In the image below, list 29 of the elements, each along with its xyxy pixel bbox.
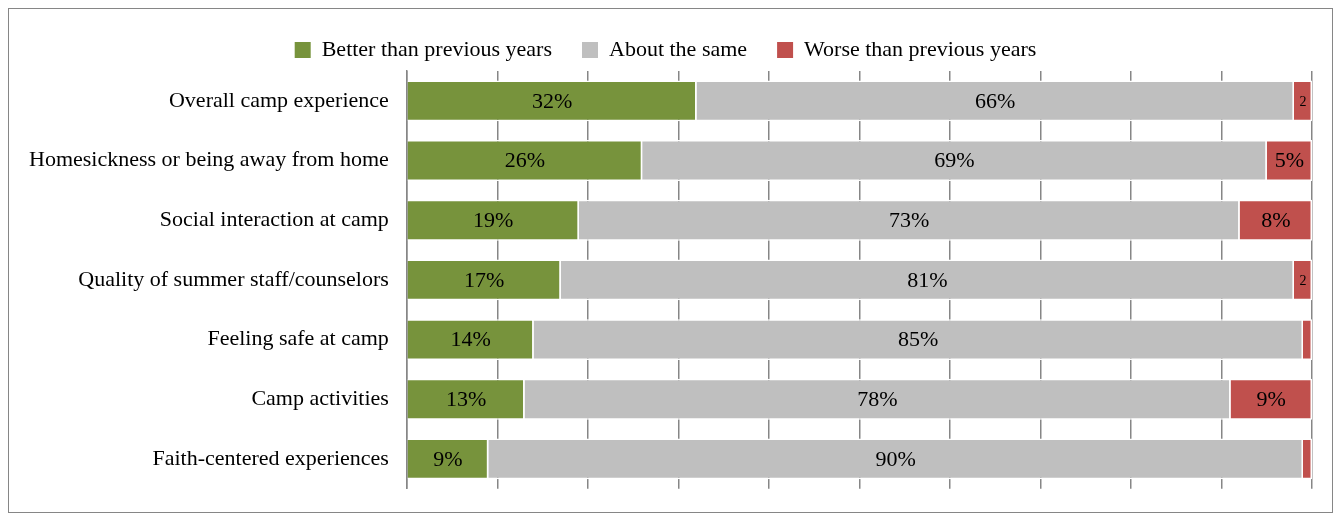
legend-label: About the same	[609, 35, 748, 61]
data-label: 9%	[433, 445, 463, 471]
data-label: 90%	[875, 445, 916, 471]
data-label: 14%	[450, 326, 491, 352]
y-tick-label: Homesickness or being away from home	[28, 146, 389, 172]
data-label: 78%	[857, 386, 898, 412]
y-tick-label: Quality of summer staff/counselors	[78, 265, 389, 291]
data-label: 26%	[504, 147, 546, 173]
y-tick-label: Faith-centered experiences	[152, 444, 389, 470]
data-label: 19%	[473, 207, 514, 232]
y-tick-label: Social interaction at camp	[159, 206, 389, 231]
data-label: 5%	[1274, 147, 1305, 173]
data-label: 85%	[898, 326, 939, 352]
y-tick-label: Feeling safe at camp	[207, 325, 389, 351]
data-label: 81%	[907, 266, 948, 292]
data-label: 13%	[445, 386, 487, 412]
data-label: 8%	[1261, 207, 1291, 232]
data-label: 66%	[975, 87, 1016, 113]
legend-label: Worse than previous years	[804, 35, 1037, 61]
data-label: 32%	[531, 87, 573, 113]
data-label: 69%	[934, 147, 975, 173]
data-label: 9%	[1256, 386, 1286, 412]
legend-label: Better than previous years	[321, 35, 553, 61]
data-label: 17%	[464, 266, 505, 292]
data-label: 2	[1299, 93, 1307, 109]
data-label: 73%	[889, 207, 930, 232]
y-tick-label: Camp activities	[251, 385, 389, 411]
data-label: 2	[1299, 272, 1307, 288]
y-tick-label: Overall camp experience	[168, 86, 389, 112]
